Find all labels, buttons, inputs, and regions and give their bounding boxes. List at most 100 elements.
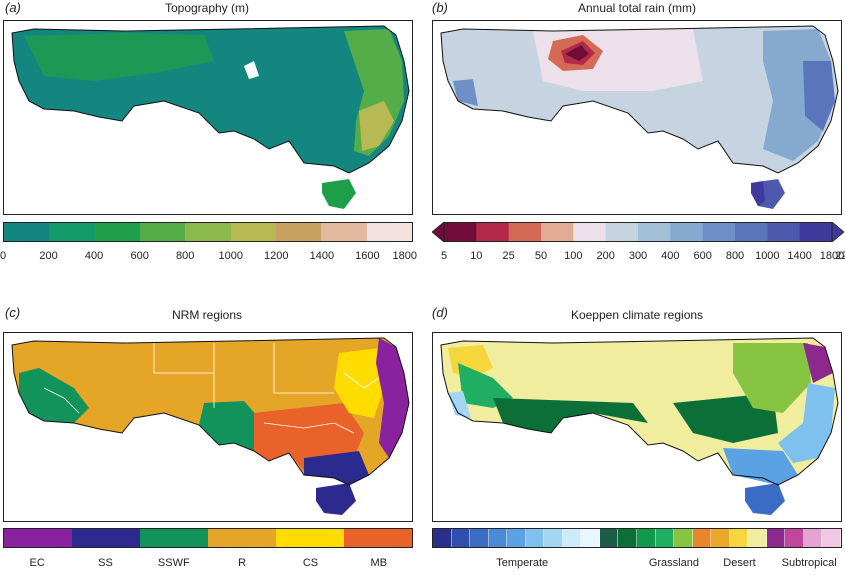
tick-label: 800 [176,250,195,262]
nrm-colorbar [3,528,413,548]
cs-region [334,348,389,418]
colorbar-segment [729,529,749,547]
tick-label: 1000 [218,250,243,262]
colorbar-segment [562,529,582,547]
rainfall-colorbar [431,221,845,243]
colorbar-segment [541,222,574,242]
tick-label: 800 [725,250,745,262]
colorbar-segment [674,529,693,547]
colorbar-labels: Temperate Grassland Desert Subtropical [432,557,842,573]
colorbar-segment [508,222,542,242]
rainfall-map [432,20,842,215]
colorbar-segment [275,223,322,241]
colorbar-segment [655,529,675,547]
subtropical-region [803,343,833,383]
tick-label: 1400 [787,250,812,262]
tick-label: 600 [693,250,712,262]
colorbar-segment [476,222,510,242]
colorbar-segment [366,223,412,241]
temperate-east-region [778,383,835,463]
colorbar-segment [94,223,140,241]
nrm-map [3,332,413,522]
tasmania-west-area [751,181,765,206]
sswf-region [19,368,89,423]
steppe-region [733,343,811,413]
panel-letter: (c) [5,305,21,320]
region-boundaries [43,343,380,434]
colorbar-segment [618,529,638,547]
tick-label: 300 [628,250,648,262]
tick-label: 600 [130,250,149,262]
colorbar-segment [49,223,95,241]
colorbar-segment [767,222,801,242]
colorbar-segment [702,222,736,242]
coastline [440,25,839,174]
colorbar-segment [451,529,471,547]
tick-label: 400 [84,250,104,262]
tick-label: 400 [661,250,680,262]
colorbar-segment-r [208,529,276,547]
colorbar-segment [637,529,656,547]
tasmania-region [745,483,785,515]
colorbar-segment [799,222,833,242]
tick-label: 100 [564,250,583,262]
colorbar-ticks: 0 200 400 600 800 1000 1200 1400 1600 18… [0,250,417,266]
colorbar-segment [139,223,186,241]
upland-area [24,33,214,81]
colorbar-segment [822,529,842,547]
colorbar-ticks: 5 10 25 50 100 200 300 400 600 800 1000 … [441,250,845,266]
tick-label: 200 [596,250,615,262]
colorbar-segment [321,223,367,241]
tick-label: 1600 [355,250,380,262]
tick-label: 10 [470,250,483,262]
tasmania-shape [322,179,356,209]
colorbar-label: R [238,557,247,569]
koeppen-colorbar [432,528,842,548]
tick-label: 2200 [835,250,845,262]
colorbar-segment [573,222,607,242]
colorbar-segment [444,222,477,242]
colorbar-segment [185,223,231,241]
ec-region [376,338,409,458]
panel-title: Koeppen climate regions [570,308,704,322]
colorbar-segment [766,529,786,547]
colorbar-segment [711,529,730,547]
colorbar-segment-sswf [140,529,208,547]
colorbar-label: Temperate [496,557,549,569]
tick-label: 1400 [309,250,335,262]
tick-label: 1800 [392,250,418,262]
sswf-east-region [199,401,259,451]
panel-letter: (d) [432,305,448,320]
colorbar-segment-ss [72,529,140,547]
colorbar-label: MB [370,557,388,569]
tasmania-ss-region [316,483,356,515]
colorbar-segment-ec [4,529,72,547]
colorbar-segment [748,529,767,547]
rainfall-colorbar-wrapper [431,221,845,243]
colorbar-label: Desert [723,557,756,569]
colorbar-segment [692,529,712,547]
grassland-west-region [458,363,513,408]
panel-title: Topography (m) [164,1,250,15]
colorbar-segment [433,529,452,547]
koeppen-map [432,332,842,522]
tick-label: 1800 [819,250,845,262]
wet-southwest-area [453,79,478,106]
coastline [11,25,410,174]
colorbar-segment [599,529,619,547]
colorbar-segment [638,222,671,242]
coastline [440,337,839,486]
panel-letter: (b) [432,0,448,15]
tick-label: 25 [502,250,515,262]
colorbar-segment [670,222,704,242]
colorbar-segment [785,529,804,547]
wettest-east-area [803,61,835,131]
colorbar-segment [230,223,276,241]
topography-colorbar [3,222,413,242]
colorbar-segment [470,529,489,547]
colorbar-segment [605,222,639,242]
driest-core [565,45,589,61]
colorbar-label: EC [29,557,45,569]
colorbar-segment [544,529,563,547]
colorbar-label: Subtropical [781,557,837,569]
